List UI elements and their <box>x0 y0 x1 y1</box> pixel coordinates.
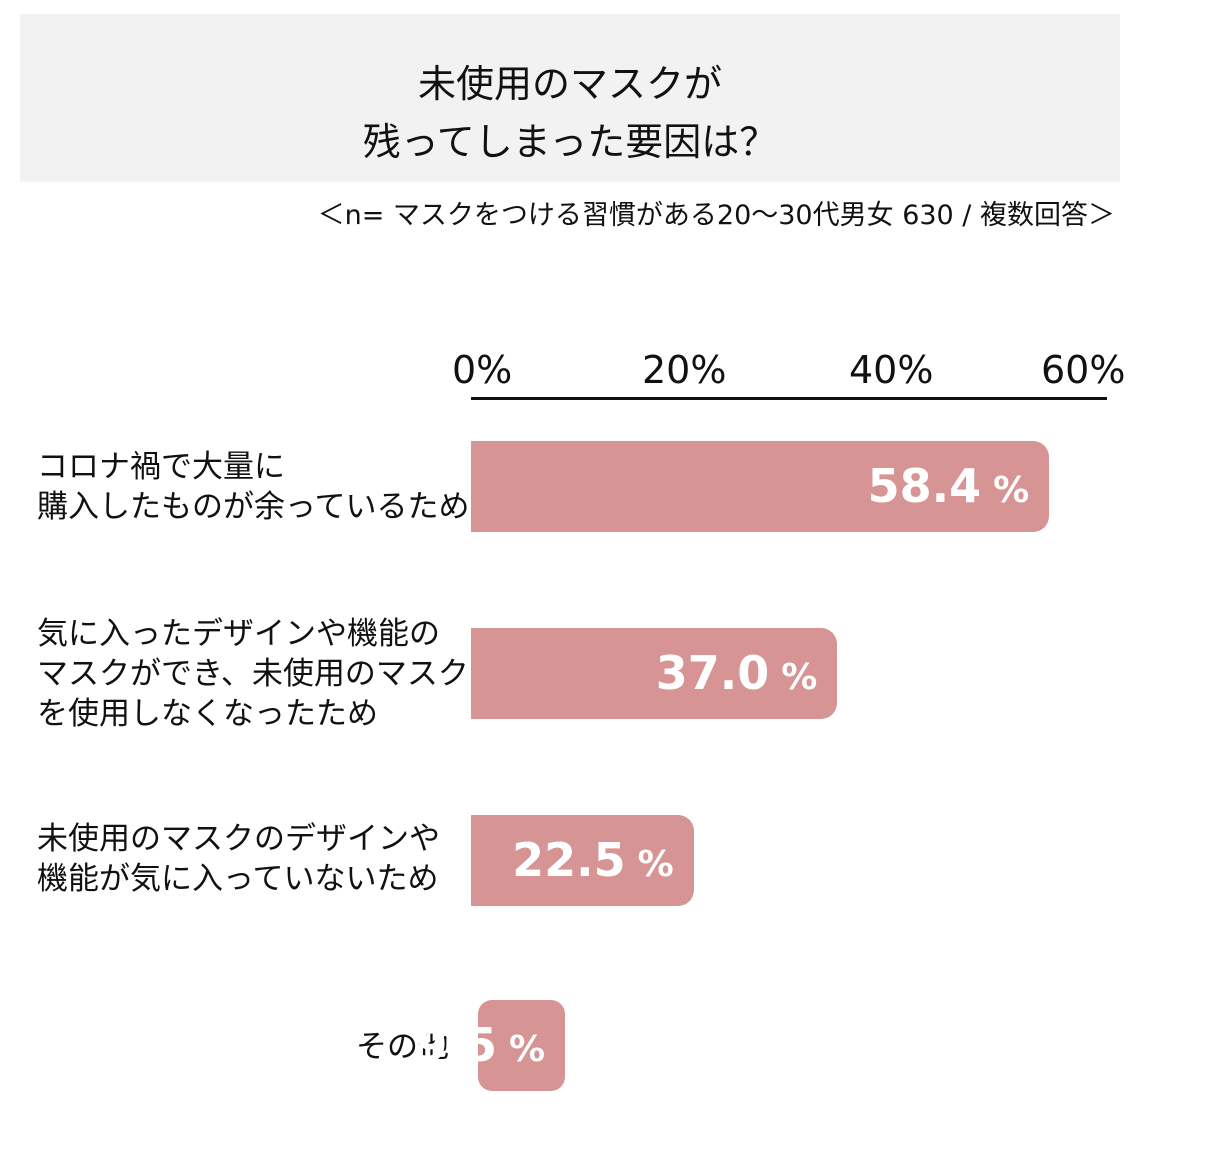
bar-3-value: 9.5 <box>415 1018 497 1072</box>
bar-1-value-label: 37.0% <box>656 628 818 719</box>
x-tick-label-60: 60% <box>1041 348 1126 392</box>
category-label-3-line-1: その他 <box>356 1029 449 1065</box>
bar-3-unit: % <box>508 1029 546 1070</box>
bar-2: 22.5% <box>471 815 694 906</box>
category-label-3: その他 <box>356 1027 449 1067</box>
category-label-1-line-3: を使用しなくなったため <box>37 696 378 732</box>
bar-0: 58.4% <box>471 441 1050 532</box>
category-label-0: コロナ禍で大量に 購入したものが余っているため <box>37 447 469 527</box>
category-label-1-line-2: マスクができ、未使用のマスク <box>37 656 469 692</box>
bar-0-value: 58.4 <box>867 459 982 513</box>
category-label-2-line-2: 機能が気に入っていないため <box>37 861 439 897</box>
x-tick-label-40: 40% <box>849 348 934 392</box>
bar-3-value-label: 9.5% <box>415 1000 545 1091</box>
bar-0-value-label: 58.4% <box>868 441 1030 532</box>
bar-3: 9.5% <box>415 1000 566 1091</box>
bar-2-value: 22.5 <box>512 833 626 887</box>
bar-2-value-label: 22.5% <box>512 815 674 906</box>
x-tick-label-0: 0% <box>452 348 513 392</box>
bar-0-unit: % <box>993 470 1030 511</box>
category-label-0-line-2: 購入したものが余っているため <box>37 489 470 525</box>
chart-subtitle: ＜n= マスクをつける習慣がある20～30代男女 630 / 複数回答＞ <box>317 200 1115 231</box>
x-axis-line <box>471 397 1107 400</box>
bar-2-unit: % <box>637 844 674 885</box>
category-label-0-line-1: コロナ禍で大量に <box>37 449 285 485</box>
bar-1: 37.0% <box>471 628 838 719</box>
chart-title-line-2: 残ってしまった要因は？ <box>362 120 778 164</box>
title-box: 未使用のマスクが 残ってしまった要因は？ <box>20 14 1120 182</box>
x-tick-label-20: 20% <box>642 348 727 392</box>
bar-1-value: 37.0 <box>655 646 770 700</box>
category-label-2: 未使用のマスクのデザインや 機能が気に入っていないため <box>37 819 440 899</box>
bar-1-unit: % <box>781 657 818 698</box>
category-label-2-line-1: 未使用のマスクのデザインや <box>37 821 440 857</box>
category-label-1-line-1: 気に入ったデザインや機能の <box>37 616 440 652</box>
category-label-1: 気に入ったデザインや機能の マスクができ、未使用のマスク を使用しなくなったため <box>37 614 469 734</box>
chart-title-line-1: 未使用のマスクが <box>417 62 722 106</box>
